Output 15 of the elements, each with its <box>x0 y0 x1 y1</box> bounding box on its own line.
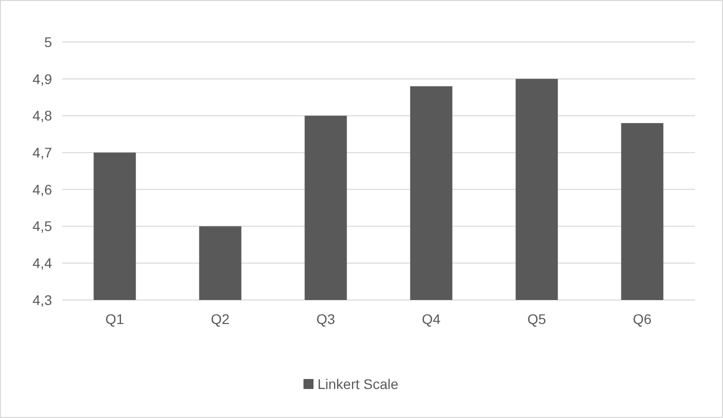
x-tick-label: Q6 <box>632 311 652 327</box>
y-tick-label: 4,6 <box>32 181 52 198</box>
y-tick-label: 5 <box>44 34 52 50</box>
y-tick-label: 4,3 <box>32 292 52 308</box>
y-tick-label: 4,7 <box>32 144 52 160</box>
x-tick-label: Q2 <box>210 311 230 327</box>
y-tick-label: 4,5 <box>32 218 52 234</box>
x-tick-label: Q1 <box>105 311 124 327</box>
legend-label: Linkert Scale <box>318 376 399 392</box>
x-tick-label: Q3 <box>316 311 336 327</box>
y-tick-label: 4,9 <box>32 70 52 87</box>
x-tick-label: Q5 <box>527 311 546 327</box>
y-tick-label: 4,4 <box>32 255 52 272</box>
y-tick-label: 4,8 <box>32 108 52 124</box>
x-tick-label: Q4 <box>422 311 441 327</box>
